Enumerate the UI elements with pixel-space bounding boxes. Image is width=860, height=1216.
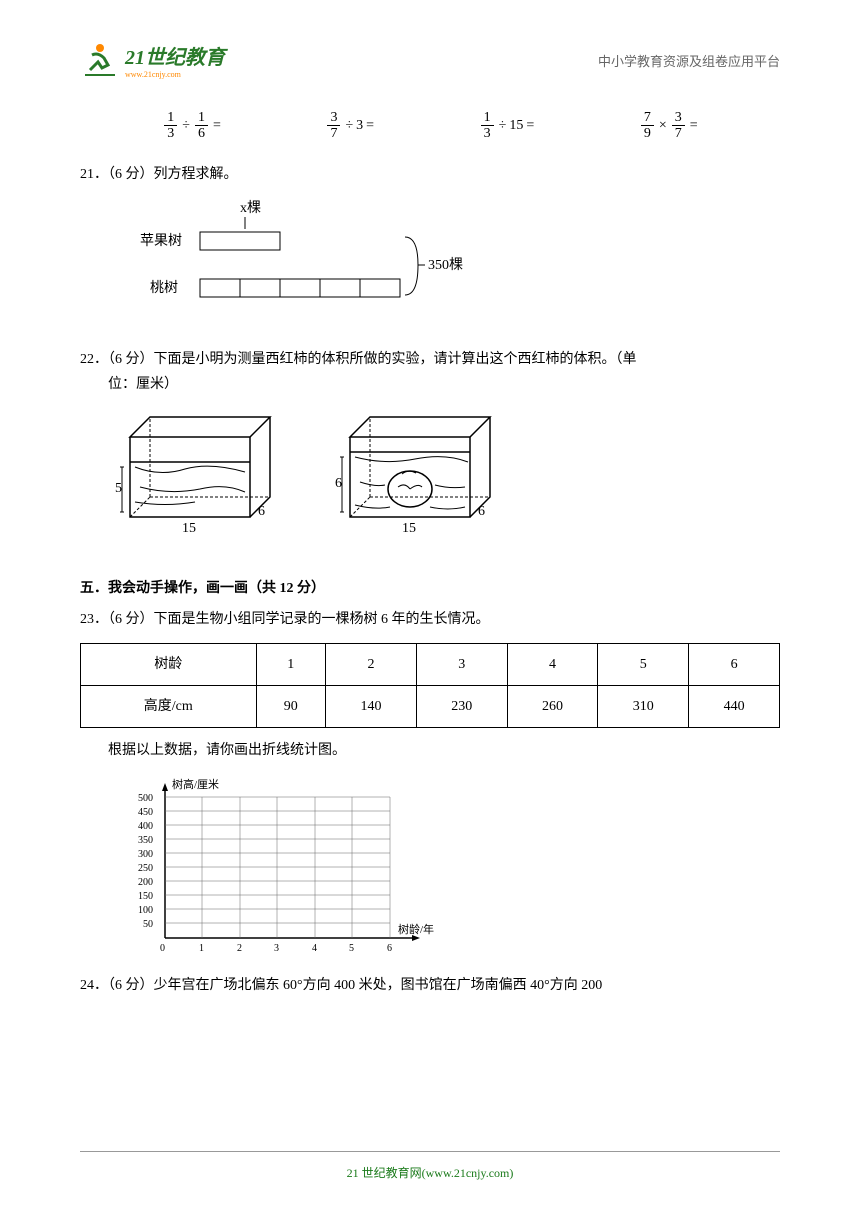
table-header: 4	[507, 643, 598, 685]
svg-text:150: 150	[138, 891, 153, 902]
svg-text:树高/厘米: 树高/厘米	[172, 777, 219, 791]
table-data-row: 高度/cm 90 140 230 260 310 440	[81, 685, 780, 727]
svg-text:1: 1	[199, 943, 204, 953]
q23-label: 23．（6 分）下面是生物小组同学记录的一棵杨树 6 年的生长情况。	[80, 607, 780, 632]
header-right-text: 中小学教育资源及组卷应用平台	[598, 51, 780, 70]
svg-text:300: 300	[138, 849, 153, 860]
page-footer: 21 世纪教育网(www.21cnjy.com)	[80, 1151, 780, 1181]
equations-row: 13 ÷ 16 = 37 ÷ 3 = 13 ÷ 15 = 79 × 37 =	[110, 110, 750, 142]
svg-text:2: 2	[237, 943, 242, 953]
table-header: 3	[416, 643, 507, 685]
table-header-row: 树龄 1 2 3 4 5 6	[81, 643, 780, 685]
svg-text:15: 15	[182, 521, 196, 536]
q23-instruction: 根据以上数据，请你画出折线统计图。	[108, 738, 780, 763]
x-label: x棵	[240, 200, 261, 216]
svg-text:4: 4	[312, 943, 317, 953]
logo-main-text: 21世纪教育	[125, 41, 225, 70]
q22-label: 22．（6 分）下面是小明为测量西红柿的体积所做的实验，请计算出这个西红柿的体积…	[80, 347, 780, 372]
logo-text: 21世纪教育 www.21cnjy.com	[125, 41, 225, 79]
svg-text:0: 0	[160, 943, 165, 953]
table-cell: 440	[689, 685, 780, 727]
table-cell: 高度/cm	[81, 685, 257, 727]
svg-text:400: 400	[138, 821, 153, 832]
q22-label2: 位：厘米）	[80, 372, 780, 397]
box-diagrams: 5 6 15 6 6 15	[110, 407, 780, 537]
section-5-title: 五．我会动手操作，画一画（共 12 分）	[80, 577, 780, 597]
table-header: 1	[256, 643, 326, 685]
logo-sub-text: www.21cnjy.com	[125, 70, 225, 79]
question-23: 23．（6 分）下面是生物小组同学记录的一棵杨树 6 年的生长情况。 树龄 1 …	[80, 607, 780, 953]
growth-table: 树龄 1 2 3 4 5 6 高度/cm 90 140 230 260 310 …	[80, 643, 780, 728]
question-24: 24．（6 分）少年宫在广场北偏东 60°方向 400 米处，图书馆在广场南偏西…	[80, 973, 780, 998]
tree-diagram: x棵 苹果树 桃树 350棵	[130, 197, 480, 317]
svg-text:15: 15	[402, 521, 416, 536]
apple-label: 苹果树	[140, 233, 182, 249]
svg-text:6: 6	[335, 476, 342, 491]
table-header: 树龄	[81, 643, 257, 685]
table-cell: 140	[326, 685, 417, 727]
table-cell: 230	[416, 685, 507, 727]
equation-4: 79 × 37 =	[639, 110, 698, 142]
table-header: 5	[598, 643, 689, 685]
total-label: 350棵	[428, 257, 463, 273]
equation-3: 13 ÷ 15 =	[479, 110, 535, 142]
box-diagram-2: 6 6 15	[330, 407, 510, 537]
table-header: 2	[326, 643, 417, 685]
equation-2: 37 ÷ 3 =	[325, 110, 374, 142]
svg-text:5: 5	[115, 481, 122, 496]
runner-icon	[80, 40, 120, 80]
svg-text:6: 6	[387, 943, 392, 953]
table-cell: 90	[256, 685, 326, 727]
logo: 21世纪教育 www.21cnjy.com	[80, 40, 225, 80]
box-diagram-1: 5 6 15	[110, 407, 290, 537]
q24-label: 24．（6 分）少年宫在广场北偏东 60°方向 400 米处，图书馆在广场南偏西…	[80, 973, 780, 998]
svg-text:5: 5	[349, 943, 354, 953]
page-header: 21世纪教育 www.21cnjy.com 中小学教育资源及组卷应用平台	[80, 40, 780, 80]
footer-text: 21 世纪教育网(www.21cnjy.com)	[347, 1166, 514, 1180]
svg-text:3: 3	[274, 943, 279, 953]
svg-text:6: 6	[258, 504, 265, 519]
table-header: 6	[689, 643, 780, 685]
svg-text:6: 6	[478, 504, 485, 519]
svg-text:100: 100	[138, 905, 153, 916]
svg-text:450: 450	[138, 807, 153, 818]
question-22: 22．（6 分）下面是小明为测量西红柿的体积所做的实验，请计算出这个西红柿的体积…	[80, 347, 780, 537]
svg-text:250: 250	[138, 863, 153, 874]
peach-label: 桃树	[150, 280, 178, 296]
svg-text:树龄/年: 树龄/年	[398, 922, 434, 936]
svg-text:500: 500	[138, 793, 153, 804]
table-cell: 310	[598, 685, 689, 727]
table-cell: 260	[507, 685, 598, 727]
svg-text:200: 200	[138, 877, 153, 888]
question-21: 21．（6 分）列方程求解。 x棵 苹果树 桃树 350棵	[80, 162, 780, 317]
svg-text:350: 350	[138, 835, 153, 846]
line-chart-grid: 树高/厘米 树龄/年 50 100 150 200 250 300 350 40…	[120, 773, 460, 953]
svg-text:50: 50	[143, 919, 153, 930]
q21-label: 21．（6 分）列方程求解。	[80, 162, 780, 187]
equation-1: 13 ÷ 16 =	[162, 110, 221, 142]
